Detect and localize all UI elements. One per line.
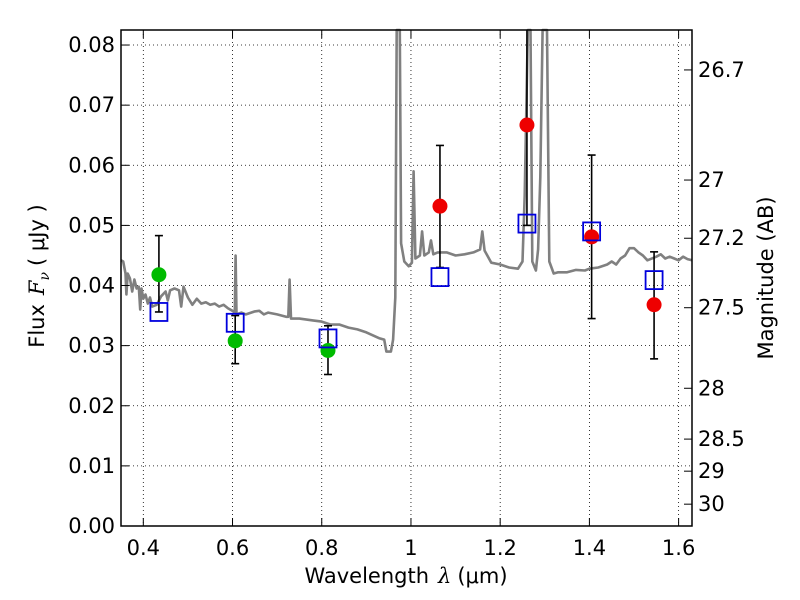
y-tick-label: 0.03 <box>68 334 115 358</box>
y-axis-label-text: Flux <box>25 304 49 348</box>
model-point <box>430 267 450 287</box>
plot-frame <box>120 29 693 527</box>
y2-tick-label: 26.7 <box>698 58 745 82</box>
x-tick-label: 0.8 <box>305 536 338 560</box>
observed-point <box>432 198 448 214</box>
observed-point <box>151 267 167 283</box>
y-tick-label: 0.05 <box>68 213 115 237</box>
observed-point <box>584 229 600 245</box>
y-axis-label-unit: ( μJy ) <box>25 204 49 266</box>
y-tick-label: 0.02 <box>68 394 115 418</box>
y2-tick-label: 30 <box>698 492 725 516</box>
y2-axis-label: Magnitude (AB) <box>754 196 778 359</box>
y2-tick-label: 28.5 <box>698 427 745 451</box>
model-point <box>318 328 338 349</box>
y2-tick-label: 27.2 <box>698 226 745 250</box>
x-tick-label: 1.6 <box>662 536 695 560</box>
x-axis-label-text: Wavelength <box>304 564 429 588</box>
y-tick-label: 0.08 <box>68 33 115 57</box>
x-tick-label: 1.4 <box>573 536 606 560</box>
grid <box>121 30 692 526</box>
y-tick-label: 0.06 <box>68 153 115 177</box>
y-tick-label: 0.07 <box>68 93 115 117</box>
axis-ticks: 0.4 0.6 0.8 1 1.2 1.4 1.6 0.00 0.01 0.02 0.03 0.04 0… <box>68 30 745 560</box>
y-tick-label: 0.00 <box>68 514 115 538</box>
x-tick-label: 1.2 <box>483 536 516 560</box>
x-axis-label-unit: (μm) <box>457 564 507 588</box>
y2-tick-label: 29 <box>698 459 725 483</box>
y2-tick-label: 28 <box>698 376 725 400</box>
model-point <box>517 213 537 234</box>
model-point <box>225 312 245 333</box>
x-axis-label: Wavelength λ (μm) <box>304 564 507 588</box>
y2-tick-label: 27 <box>698 168 725 192</box>
observed-point <box>320 342 336 358</box>
y-axis-label: Flux Fν ( μJy ) <box>25 204 53 347</box>
model-point <box>582 221 602 242</box>
observed-point <box>519 117 535 133</box>
x-tick-label: 1 <box>404 536 417 560</box>
observed-point <box>646 297 662 313</box>
spectrum-layer <box>120 28 693 353</box>
y-axis-label-subscript: ν <box>37 272 53 281</box>
x-axis-label-symbol: λ <box>437 564 451 588</box>
spectrum-line <box>120 28 693 353</box>
observed-point <box>227 333 243 349</box>
y-tick-label: 0.04 <box>68 274 115 298</box>
x-tick-label: 0.6 <box>216 536 249 560</box>
data-markers <box>149 117 664 358</box>
model-point <box>149 302 169 322</box>
y-tick-label: 0.01 <box>68 454 115 478</box>
x-tick-label: 0.4 <box>127 536 160 560</box>
model-point <box>644 270 664 291</box>
y2-tick-label: 27.5 <box>698 296 745 320</box>
y-axis-label-symbol: F <box>25 279 49 296</box>
